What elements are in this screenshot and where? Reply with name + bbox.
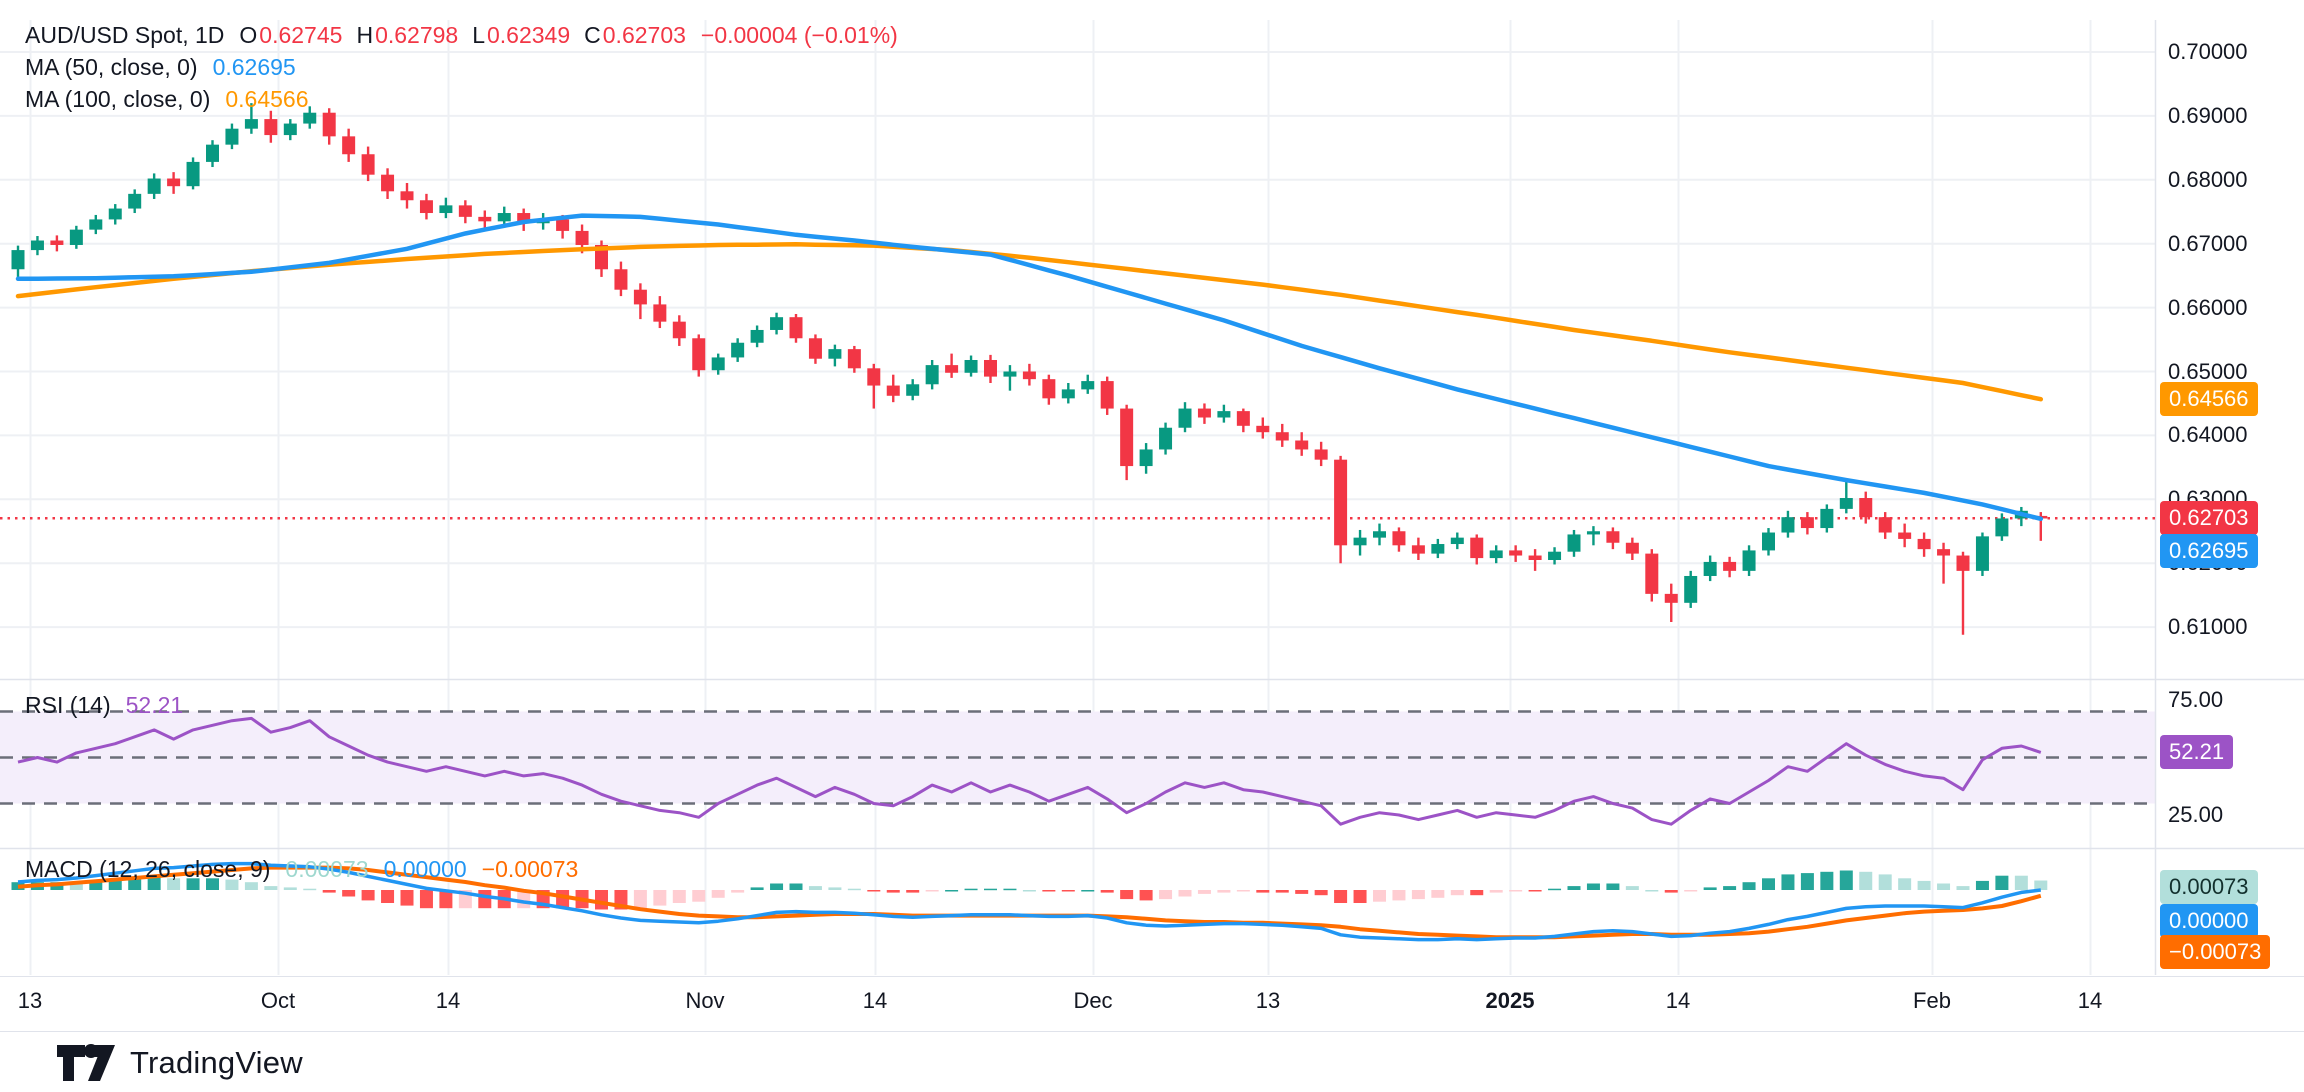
time-tick-label: 14 — [435, 988, 461, 1013]
price-tick-label: 0.67000 — [2168, 230, 2248, 256]
ma100-value: 0.64566 — [225, 86, 309, 112]
time-tick-label: 14 — [1665, 988, 1691, 1013]
time-tick-label: Nov — [685, 988, 725, 1013]
change-value: −0.00004 (−0.01%) — [700, 22, 898, 48]
time-tick-label: 13 — [17, 988, 43, 1013]
rsi-legend-row[interactable]: RSI (14) 52.21 — [25, 692, 183, 719]
ma100-label: MA (100, close, 0) — [25, 86, 211, 112]
time-tick-label: 14 — [2077, 988, 2103, 1013]
ma50-value: 0.62695 — [212, 54, 296, 80]
ohlc-pair: H 0.62798 — [356, 22, 459, 48]
ohlc-pair: C 0.62703 — [584, 22, 686, 48]
price-tick-label: 0.65000 — [2168, 358, 2248, 384]
symbol-title: AUD/USD Spot, 1D — [25, 22, 225, 48]
macd-label: MACD (12, 26, close, 9) — [25, 856, 271, 882]
symbol-legend-row[interactable]: AUD/USD Spot, 1D O 0.62745 H 0.62798 L 0.6234… — [25, 22, 898, 49]
time-tick-label: Dec — [1073, 988, 1113, 1013]
price-tick-label: 0.64000 — [2168, 422, 2248, 448]
rsi-value: 52.21 — [125, 692, 184, 718]
macd-signal-value: −0.00073 — [481, 856, 579, 882]
time-tick-label: 2025 — [1485, 988, 1535, 1013]
ma50-legend-row[interactable]: MA (50, close, 0) 0.62695 — [25, 54, 296, 81]
price-tick-label: 0.69000 — [2168, 102, 2248, 128]
macd-badge: −0.00073 — [2160, 935, 2271, 969]
tradingview-logo-icon — [57, 1044, 115, 1081]
macd-badge: 0.00000 — [2160, 904, 2258, 938]
ohlc-pair: O 0.62745 — [239, 22, 343, 48]
time-axis[interactable] — [0, 976, 2304, 1032]
price-badge: 0.64566 — [2160, 382, 2258, 417]
ohlc-pair: L 0.62349 — [472, 22, 571, 48]
chart-canvas[interactable] — [0, 0, 2304, 1030]
rsi-badge: 52.21 — [2160, 735, 2234, 770]
rsi-tick-label: 75.00 — [2168, 687, 2224, 712]
time-tick-label: 14 — [862, 988, 888, 1013]
macd-line-value: 0.00000 — [383, 856, 467, 882]
rsi-label: RSI (14) — [25, 692, 111, 718]
ma50-label: MA (50, close, 0) — [25, 54, 198, 80]
price-tick-label: 0.61000 — [2168, 614, 2248, 640]
rsi-tick-label: 25.00 — [2168, 802, 2224, 827]
macd-legend-row[interactable]: MACD (12, 26, close, 9) 0.00073 0.00000 … — [25, 856, 578, 883]
tradingview-logo[interactable]: TradingView — [55, 1043, 303, 1083]
price-tick-label: 0.70000 — [2168, 39, 2248, 64]
ohlc-values: O 0.62745 H 0.62798 L 0.62349 C 0.62703 — [239, 22, 686, 49]
price-tick-label: 0.68000 — [2168, 166, 2248, 192]
price-tick-label: 0.66000 — [2168, 294, 2248, 320]
time-tick-label: Feb — [1913, 988, 1951, 1013]
price-badge: 0.62695 — [2160, 534, 2258, 569]
ma100-legend-row[interactable]: MA (100, close, 0) 0.64566 — [25, 86, 309, 113]
price-badge: 0.62703 — [2160, 501, 2258, 536]
time-tick-label: 13 — [1255, 988, 1281, 1013]
macd-badge: 0.00073 — [2160, 870, 2258, 904]
macd-hist-value: 0.00073 — [285, 856, 369, 882]
tradingview-logo-text: TradingView — [130, 1045, 303, 1080]
time-tick-label: Oct — [260, 988, 296, 1013]
